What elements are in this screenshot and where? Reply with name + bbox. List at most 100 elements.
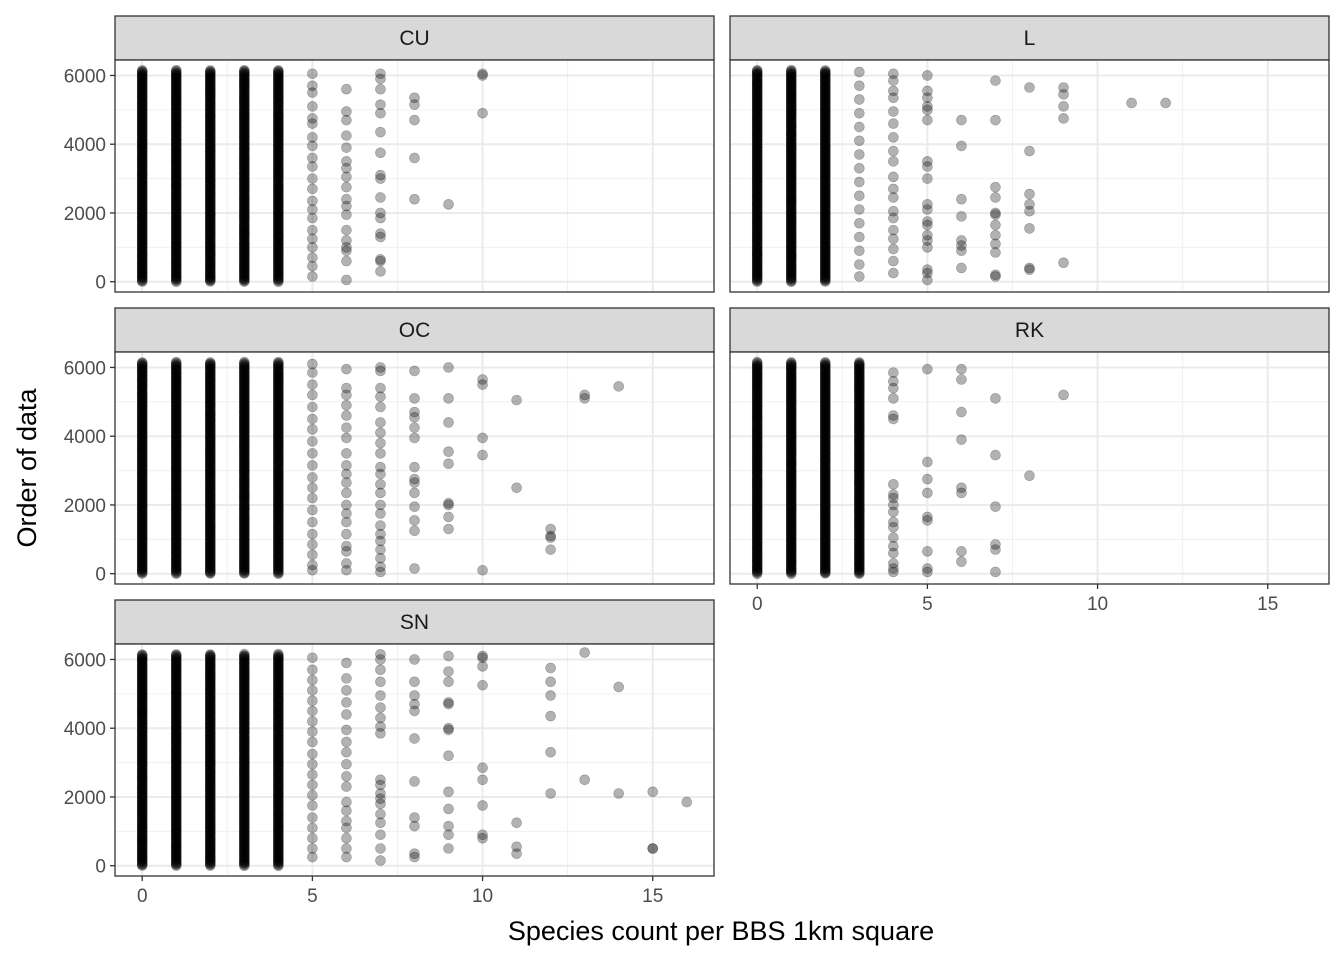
data-point (136, 163, 148, 175)
data-point (136, 71, 148, 82)
data-point (375, 107, 386, 119)
data-point (136, 269, 148, 280)
data-point (136, 121, 148, 132)
data-point (170, 131, 182, 142)
data-point (170, 167, 182, 179)
data-point (1024, 205, 1035, 217)
data-point (888, 382, 899, 394)
data-point (136, 107, 148, 119)
data-point (136, 176, 148, 188)
data-point (170, 242, 182, 254)
data-point (170, 258, 182, 269)
data-point (990, 544, 1001, 555)
data-point (409, 99, 420, 110)
data-point (170, 146, 182, 157)
data-point (477, 379, 488, 390)
data-point (409, 152, 420, 164)
data-point (204, 246, 216, 257)
data-point (170, 135, 182, 147)
data-point (170, 224, 182, 235)
data-point (204, 269, 216, 281)
facet-strip-label: SN (400, 611, 429, 634)
data-point (375, 147, 386, 159)
data-point (341, 171, 352, 183)
data-point (307, 173, 318, 184)
data-point (170, 271, 182, 282)
data-point (170, 236, 182, 248)
data-point (170, 220, 182, 232)
data-point (375, 255, 386, 267)
data-point (170, 116, 182, 127)
data-point (990, 271, 1001, 282)
data-point (341, 546, 352, 557)
data-point (375, 508, 386, 519)
data-point (854, 66, 865, 78)
data-point (341, 448, 352, 459)
data-point (136, 210, 148, 221)
data-point (136, 214, 148, 226)
data-point (170, 139, 182, 151)
data-point (170, 145, 182, 157)
data-point (136, 111, 148, 123)
data-point (136, 159, 148, 170)
data-point (888, 521, 899, 533)
data-point (136, 221, 148, 233)
data-point (170, 137, 182, 149)
data-point (136, 99, 148, 111)
data-point (888, 243, 899, 255)
data-point (170, 205, 182, 216)
data-point (888, 106, 899, 117)
data-point (819, 356, 831, 368)
data-point (170, 112, 182, 123)
data-point (170, 356, 182, 368)
data-point (477, 449, 488, 461)
data-point (1058, 389, 1069, 401)
data-point (204, 256, 216, 267)
data-point (888, 413, 899, 425)
data-point (204, 65, 216, 76)
data-point (170, 239, 182, 250)
data-point (136, 219, 148, 231)
data-point (170, 102, 182, 114)
data-point (409, 365, 420, 377)
data-point (170, 134, 182, 146)
data-point (136, 181, 148, 192)
data-point (136, 161, 148, 172)
data-point (136, 201, 148, 213)
data-point (170, 173, 182, 185)
data-point (990, 192, 1001, 203)
data-point (1126, 97, 1137, 109)
data-point (170, 103, 182, 115)
data-point (854, 217, 865, 229)
data-point (477, 564, 488, 576)
data-point (170, 155, 182, 167)
data-point (136, 241, 148, 252)
data-point (1058, 101, 1069, 112)
data-point (136, 73, 148, 85)
data-point (204, 268, 216, 280)
data-point (136, 85, 148, 96)
data-point (136, 199, 148, 210)
data-point (136, 84, 148, 96)
data-point (136, 255, 148, 266)
data-point (922, 487, 933, 499)
data-point (170, 112, 182, 124)
data-point (341, 487, 352, 499)
data-point (170, 212, 182, 224)
data-point (136, 173, 148, 185)
data-point (341, 528, 352, 540)
data-point (922, 204, 933, 215)
y-tick-label: 2000 (64, 496, 106, 517)
data-point (170, 74, 182, 86)
data-point (136, 139, 148, 150)
data-point (170, 102, 182, 113)
data-point (170, 114, 182, 126)
data-point (136, 169, 148, 180)
data-point (136, 192, 148, 203)
data-point (956, 434, 967, 445)
data-point (136, 95, 148, 106)
data-point (136, 235, 148, 246)
data-point (136, 242, 148, 254)
data-point (511, 482, 522, 494)
data-point (136, 202, 148, 214)
